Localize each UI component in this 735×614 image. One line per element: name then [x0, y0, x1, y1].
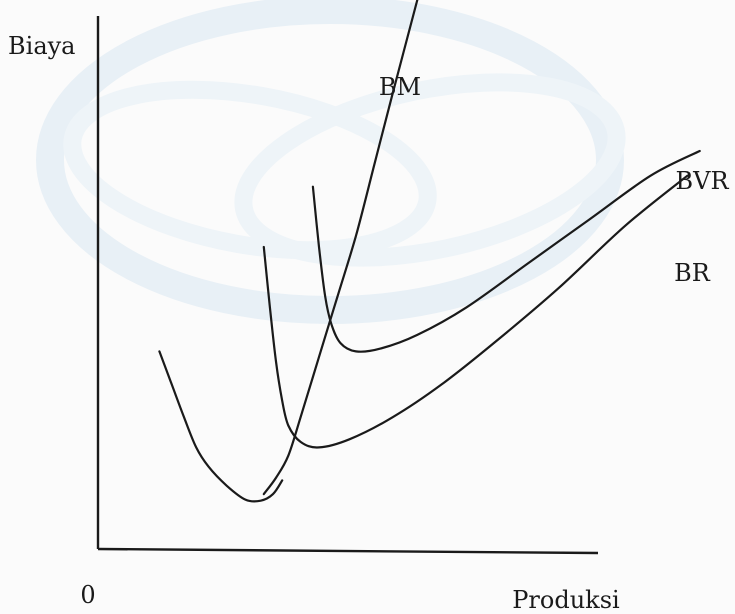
curves — [158, 0, 701, 503]
origin-label: 0 — [80, 581, 95, 609]
series-label-br: BR — [674, 259, 711, 287]
x-axis-label: Produksi — [512, 586, 620, 614]
axes — [96, 16, 599, 555]
curve-bvr — [311, 149, 701, 353]
watermark-background — [36, 0, 626, 324]
x-axis — [97, 547, 599, 555]
y-axis-label: Biaya — [8, 32, 76, 60]
series-label-bm: BM — [379, 73, 421, 101]
curve-br — [262, 174, 689, 449]
curve-unlabeled-3 — [158, 350, 284, 503]
labels: Biaya Produksi 0 BM BVR BR — [8, 32, 729, 614]
series-label-bvr: BVR — [675, 167, 729, 195]
curve-bm — [262, 0, 419, 496]
